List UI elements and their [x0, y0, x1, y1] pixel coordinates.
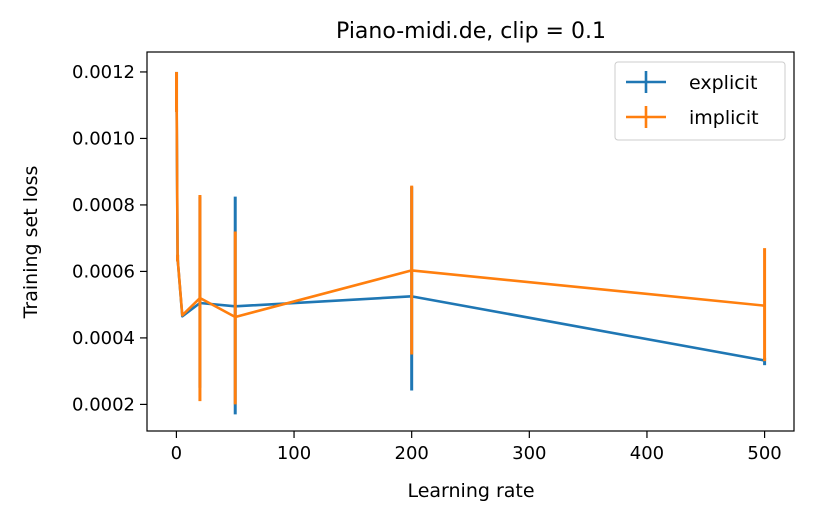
x-axis-label: Learning rate — [407, 480, 534, 502]
legend-item-explicit: explicit — [626, 71, 757, 94]
y-tick-label: 0.0012 — [72, 62, 135, 83]
plot-area — [175, 71, 767, 415]
x-tick-label: 200 — [395, 443, 429, 464]
legend: explicit implicit — [614, 61, 786, 141]
y-axis-label: Training set loss — [20, 166, 42, 320]
x-tick-label: 300 — [512, 443, 546, 464]
y-tick-label: 0.0002 — [72, 394, 135, 415]
legend-item-implicit: implicit — [626, 106, 759, 129]
x-tick-label: 400 — [630, 443, 664, 464]
x-axis: 0 100 200 300 400 500 — [171, 431, 782, 464]
y-tick-label: 0.0008 — [72, 195, 135, 216]
plot-frame — [146, 51, 795, 432]
chart-title: Piano-midi.de, clip = 0.1 — [336, 19, 606, 44]
y-tick-label: 0.0004 — [72, 328, 135, 349]
x-tick-label: 500 — [747, 443, 781, 464]
x-tick-label: 0 — [171, 443, 182, 464]
y-tick-label: 0.0006 — [72, 261, 135, 282]
x-tick-label: 100 — [277, 443, 311, 464]
y-axis: 0.0002 0.0004 0.0006 0.0008 0.0010 0.0012 — [72, 62, 147, 415]
y-tick-label: 0.0010 — [72, 128, 135, 149]
series-implicit — [175, 71, 767, 405]
legend-label: explicit — [689, 72, 757, 94]
legend-label: implicit — [689, 107, 759, 129]
